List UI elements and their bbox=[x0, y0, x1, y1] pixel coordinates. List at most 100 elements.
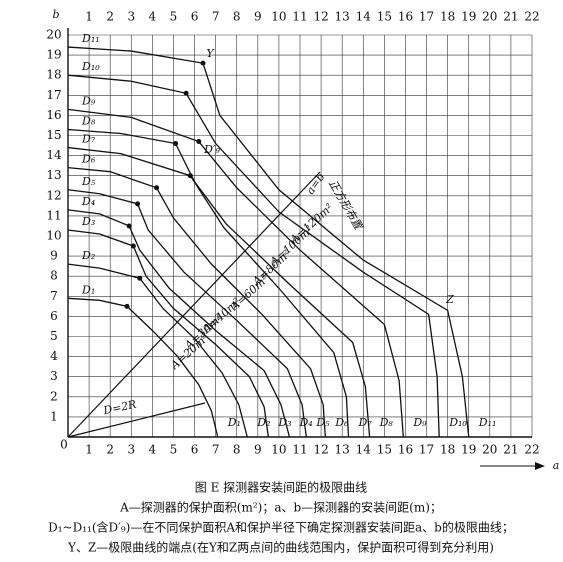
y-tick-label: 0 bbox=[60, 438, 68, 452]
y-tick-label: 6 bbox=[50, 309, 58, 323]
curve-label: D₄ bbox=[81, 195, 95, 208]
curve-label: D₆ bbox=[81, 153, 96, 166]
knee-point bbox=[173, 141, 179, 147]
y-tick-label: 15 bbox=[46, 128, 61, 142]
y-tick-label: 3 bbox=[50, 369, 58, 383]
x-tick-label: 11 bbox=[292, 443, 307, 457]
x-tick-label: 20 bbox=[482, 443, 497, 457]
limit-curve bbox=[67, 108, 404, 438]
curve-label: D₈ bbox=[379, 416, 394, 429]
x-tick-label: 22 bbox=[524, 10, 539, 24]
x-tick-label: 20 bbox=[482, 10, 497, 24]
knee-point bbox=[154, 185, 160, 191]
knee-point bbox=[135, 201, 141, 207]
caption-line: D₁~D₁₁(含D′₉)—在不同保护面积A和保护半径下确定探测器安装间距a、b的… bbox=[48, 520, 514, 535]
limit-curve bbox=[67, 74, 440, 438]
annotation: 正方形布置 bbox=[326, 178, 366, 234]
curve-label: D₈ bbox=[81, 114, 96, 127]
annotation: D=2R bbox=[101, 398, 137, 418]
x-tick-label: 14 bbox=[356, 443, 372, 457]
x-tick-label: 21 bbox=[503, 443, 518, 457]
x-tick-label: 12 bbox=[313, 10, 328, 24]
x-tick-label: 18 bbox=[440, 10, 455, 24]
y-tick-label: 12 bbox=[46, 188, 61, 202]
caption-line: A—探测器的保护面积(m²)；a、b—探测器的安装间距(m)； bbox=[119, 500, 442, 515]
limit-curve bbox=[67, 167, 326, 438]
x-tick-label: 14 bbox=[356, 10, 372, 24]
limit-curve bbox=[67, 46, 470, 438]
y-tick-label: 2 bbox=[50, 389, 58, 403]
annotation: A=120m² bbox=[287, 201, 336, 247]
limit-curve bbox=[67, 209, 291, 438]
radius-line bbox=[67, 402, 206, 438]
caption-line: Y、Z—极限曲线的端点(在Y和Z两点间的曲线范围内，保护面积可得到充分利用) bbox=[67, 540, 494, 555]
curve-label: D₁₀ bbox=[448, 416, 467, 429]
x-tick-label: 7 bbox=[212, 443, 220, 457]
y-tick-label: 9 bbox=[50, 249, 58, 263]
x-tick-label: 2 bbox=[106, 10, 114, 24]
y-tick-label: 5 bbox=[50, 329, 58, 343]
curve-label: D₆ bbox=[334, 416, 349, 429]
x-tick-label: 11 bbox=[292, 10, 307, 24]
curve-label: D₅ bbox=[81, 175, 96, 188]
curve-label: D₂ bbox=[256, 416, 270, 429]
limit-curve bbox=[67, 263, 248, 438]
y-tick-label: 4 bbox=[50, 349, 58, 363]
x-tick-label: 4 bbox=[149, 443, 157, 457]
x-tick-label: 12 bbox=[313, 443, 328, 457]
x-tick-label: 1 bbox=[85, 10, 93, 24]
x-tick-label: 21 bbox=[503, 10, 518, 24]
x-tick-label: 8 bbox=[233, 10, 241, 24]
x-axis-label: a bbox=[553, 459, 560, 472]
curve-label: D₁₁ bbox=[478, 416, 497, 429]
x-tick-label: 22 bbox=[524, 443, 539, 457]
curve-label: D₇ bbox=[81, 133, 96, 146]
limit-curve bbox=[67, 128, 371, 438]
y-tick-label: 7 bbox=[50, 289, 58, 303]
x-tick-label: 10 bbox=[271, 10, 286, 24]
limit-curve bbox=[67, 146, 350, 438]
curve-label: D₉ bbox=[81, 94, 96, 107]
x-tick-label: 3 bbox=[127, 10, 135, 24]
curve-label: D₉ bbox=[412, 416, 427, 429]
x-tick-label: 1 bbox=[85, 443, 93, 457]
knee-point bbox=[130, 243, 136, 249]
annotation: Z bbox=[445, 293, 454, 306]
annotation: a=b bbox=[304, 171, 328, 197]
curve-label: D₁₁ bbox=[81, 32, 100, 45]
y-tick-label: 17 bbox=[46, 88, 61, 102]
annotation: D′₉ bbox=[203, 143, 220, 156]
knee-point bbox=[126, 223, 132, 229]
x-tick-label: 6 bbox=[191, 443, 199, 457]
y-axis-label: b bbox=[52, 8, 59, 21]
x-tick-label: 10 bbox=[271, 443, 286, 457]
x-tick-label: 6 bbox=[191, 10, 199, 24]
x-tick-label: 18 bbox=[440, 443, 455, 457]
x-tick-label: 19 bbox=[461, 443, 476, 457]
y-tick-label: 18 bbox=[46, 68, 61, 82]
x-tick-label: 9 bbox=[254, 443, 262, 457]
curve-label: D₁₀ bbox=[81, 60, 100, 73]
x-tick-label: 7 bbox=[212, 10, 220, 24]
y-tick-label: 19 bbox=[46, 48, 61, 62]
curve-label: D₃ bbox=[277, 416, 291, 429]
limit-curve bbox=[67, 297, 219, 438]
x-tick-label: 17 bbox=[419, 10, 434, 24]
curve-label: D₁ bbox=[81, 283, 95, 296]
x-tick-label: 15 bbox=[377, 10, 392, 24]
curve-label: D₇ bbox=[358, 416, 373, 429]
x-tick-label: 8 bbox=[233, 443, 241, 457]
diagonal-line bbox=[67, 171, 321, 438]
curve-label: D₃ bbox=[81, 215, 95, 228]
x-tick-label: 5 bbox=[170, 10, 178, 24]
x-tick-label: 13 bbox=[335, 443, 350, 457]
curve-label: D₄ bbox=[298, 416, 312, 429]
curve-label: D₁ bbox=[227, 416, 241, 429]
x-tick-label: 19 bbox=[461, 10, 476, 24]
knee-point bbox=[200, 60, 206, 66]
knee-point bbox=[137, 275, 143, 281]
caption-title: 图 E 探测器安装间距的极限曲线 bbox=[195, 480, 367, 495]
x-tick-label: 4 bbox=[149, 10, 157, 24]
annotation: Y bbox=[206, 47, 215, 60]
